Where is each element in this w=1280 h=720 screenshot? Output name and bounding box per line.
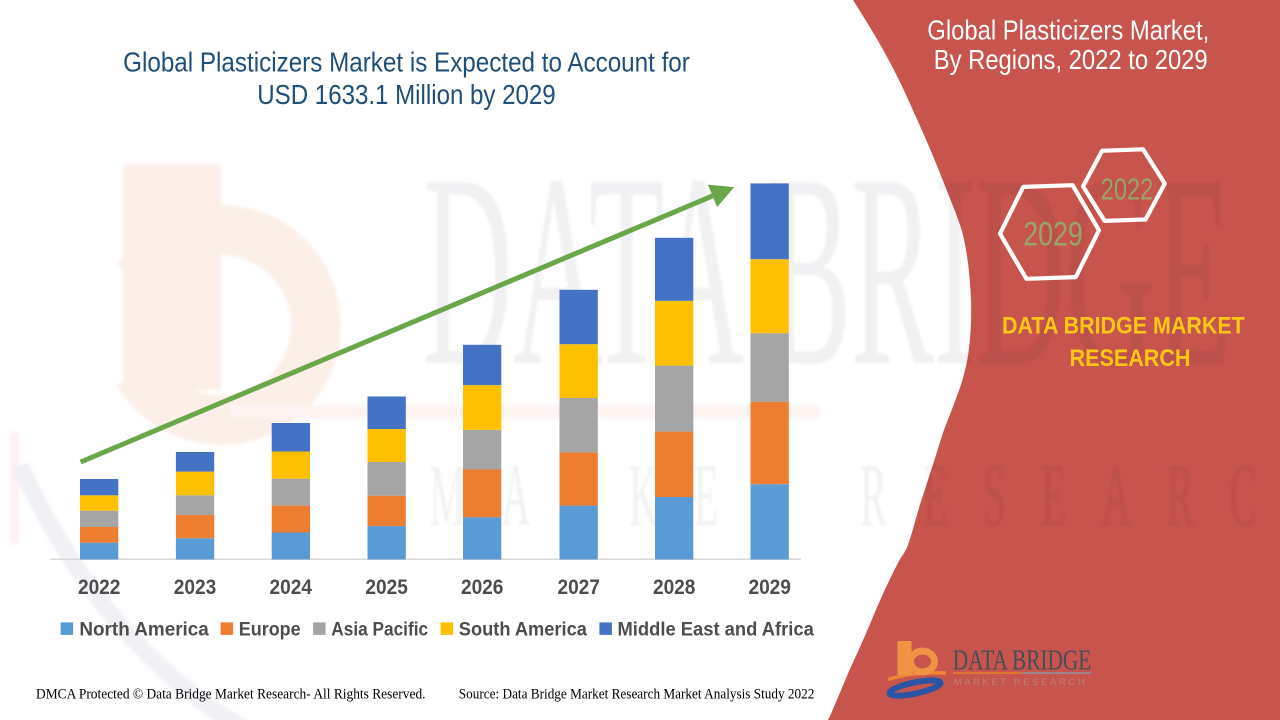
svg-text:South America: South America: [459, 620, 588, 641]
svg-text:Global Plasticizers Market is: Global Plasticizers Market is Expected t…: [123, 47, 690, 78]
svg-text:2028: 2028: [653, 574, 696, 599]
svg-text:Europe: Europe: [239, 620, 301, 641]
svg-text:2022: 2022: [1101, 171, 1153, 206]
svg-text:DMCA Protected © Data Bridge M: DMCA Protected © Data Bridge Market Rese…: [36, 687, 426, 703]
svg-text:USD 1633.1 Million by 2029: USD 1633.1 Million by 2029: [257, 79, 555, 110]
svg-text:2029: 2029: [748, 574, 791, 599]
svg-text:DATA BRIDGE MARKET: DATA BRIDGE MARKET: [1002, 313, 1245, 340]
svg-text:2025: 2025: [365, 574, 408, 599]
svg-text:DATA BRIDGE: DATA BRIDGE: [423, 118, 1231, 424]
svg-text:Global Plasticizers Market,: Global Plasticizers Market,: [927, 14, 1209, 45]
svg-text:Asia Pacific: Asia Pacific: [331, 620, 428, 641]
svg-text:2022: 2022: [78, 574, 121, 599]
svg-text:MARKET RESEARCH: MARKET RESEARCH: [430, 446, 1280, 544]
svg-text:2024: 2024: [270, 574, 313, 599]
svg-text:2026: 2026: [461, 574, 504, 599]
svg-text:2027: 2027: [557, 574, 600, 599]
svg-text:MARKET RESEARCH: MARKET RESEARCH: [954, 677, 1085, 688]
svg-text:2023: 2023: [174, 574, 217, 599]
svg-text:North America: North America: [79, 620, 209, 641]
svg-text:RESEARCH: RESEARCH: [1070, 345, 1191, 372]
svg-text:DATA BRIDGE: DATA BRIDGE: [953, 646, 1092, 677]
svg-text:Middle East and Africa: Middle East and Africa: [618, 620, 815, 641]
svg-text:By Regions, 2022 to 2029: By Regions, 2022 to 2029: [934, 44, 1208, 75]
svg-text:2029: 2029: [1023, 216, 1083, 254]
svg-text:Source: Data Bridge Market Res: Source: Data Bridge Market Research Mark…: [459, 687, 815, 703]
